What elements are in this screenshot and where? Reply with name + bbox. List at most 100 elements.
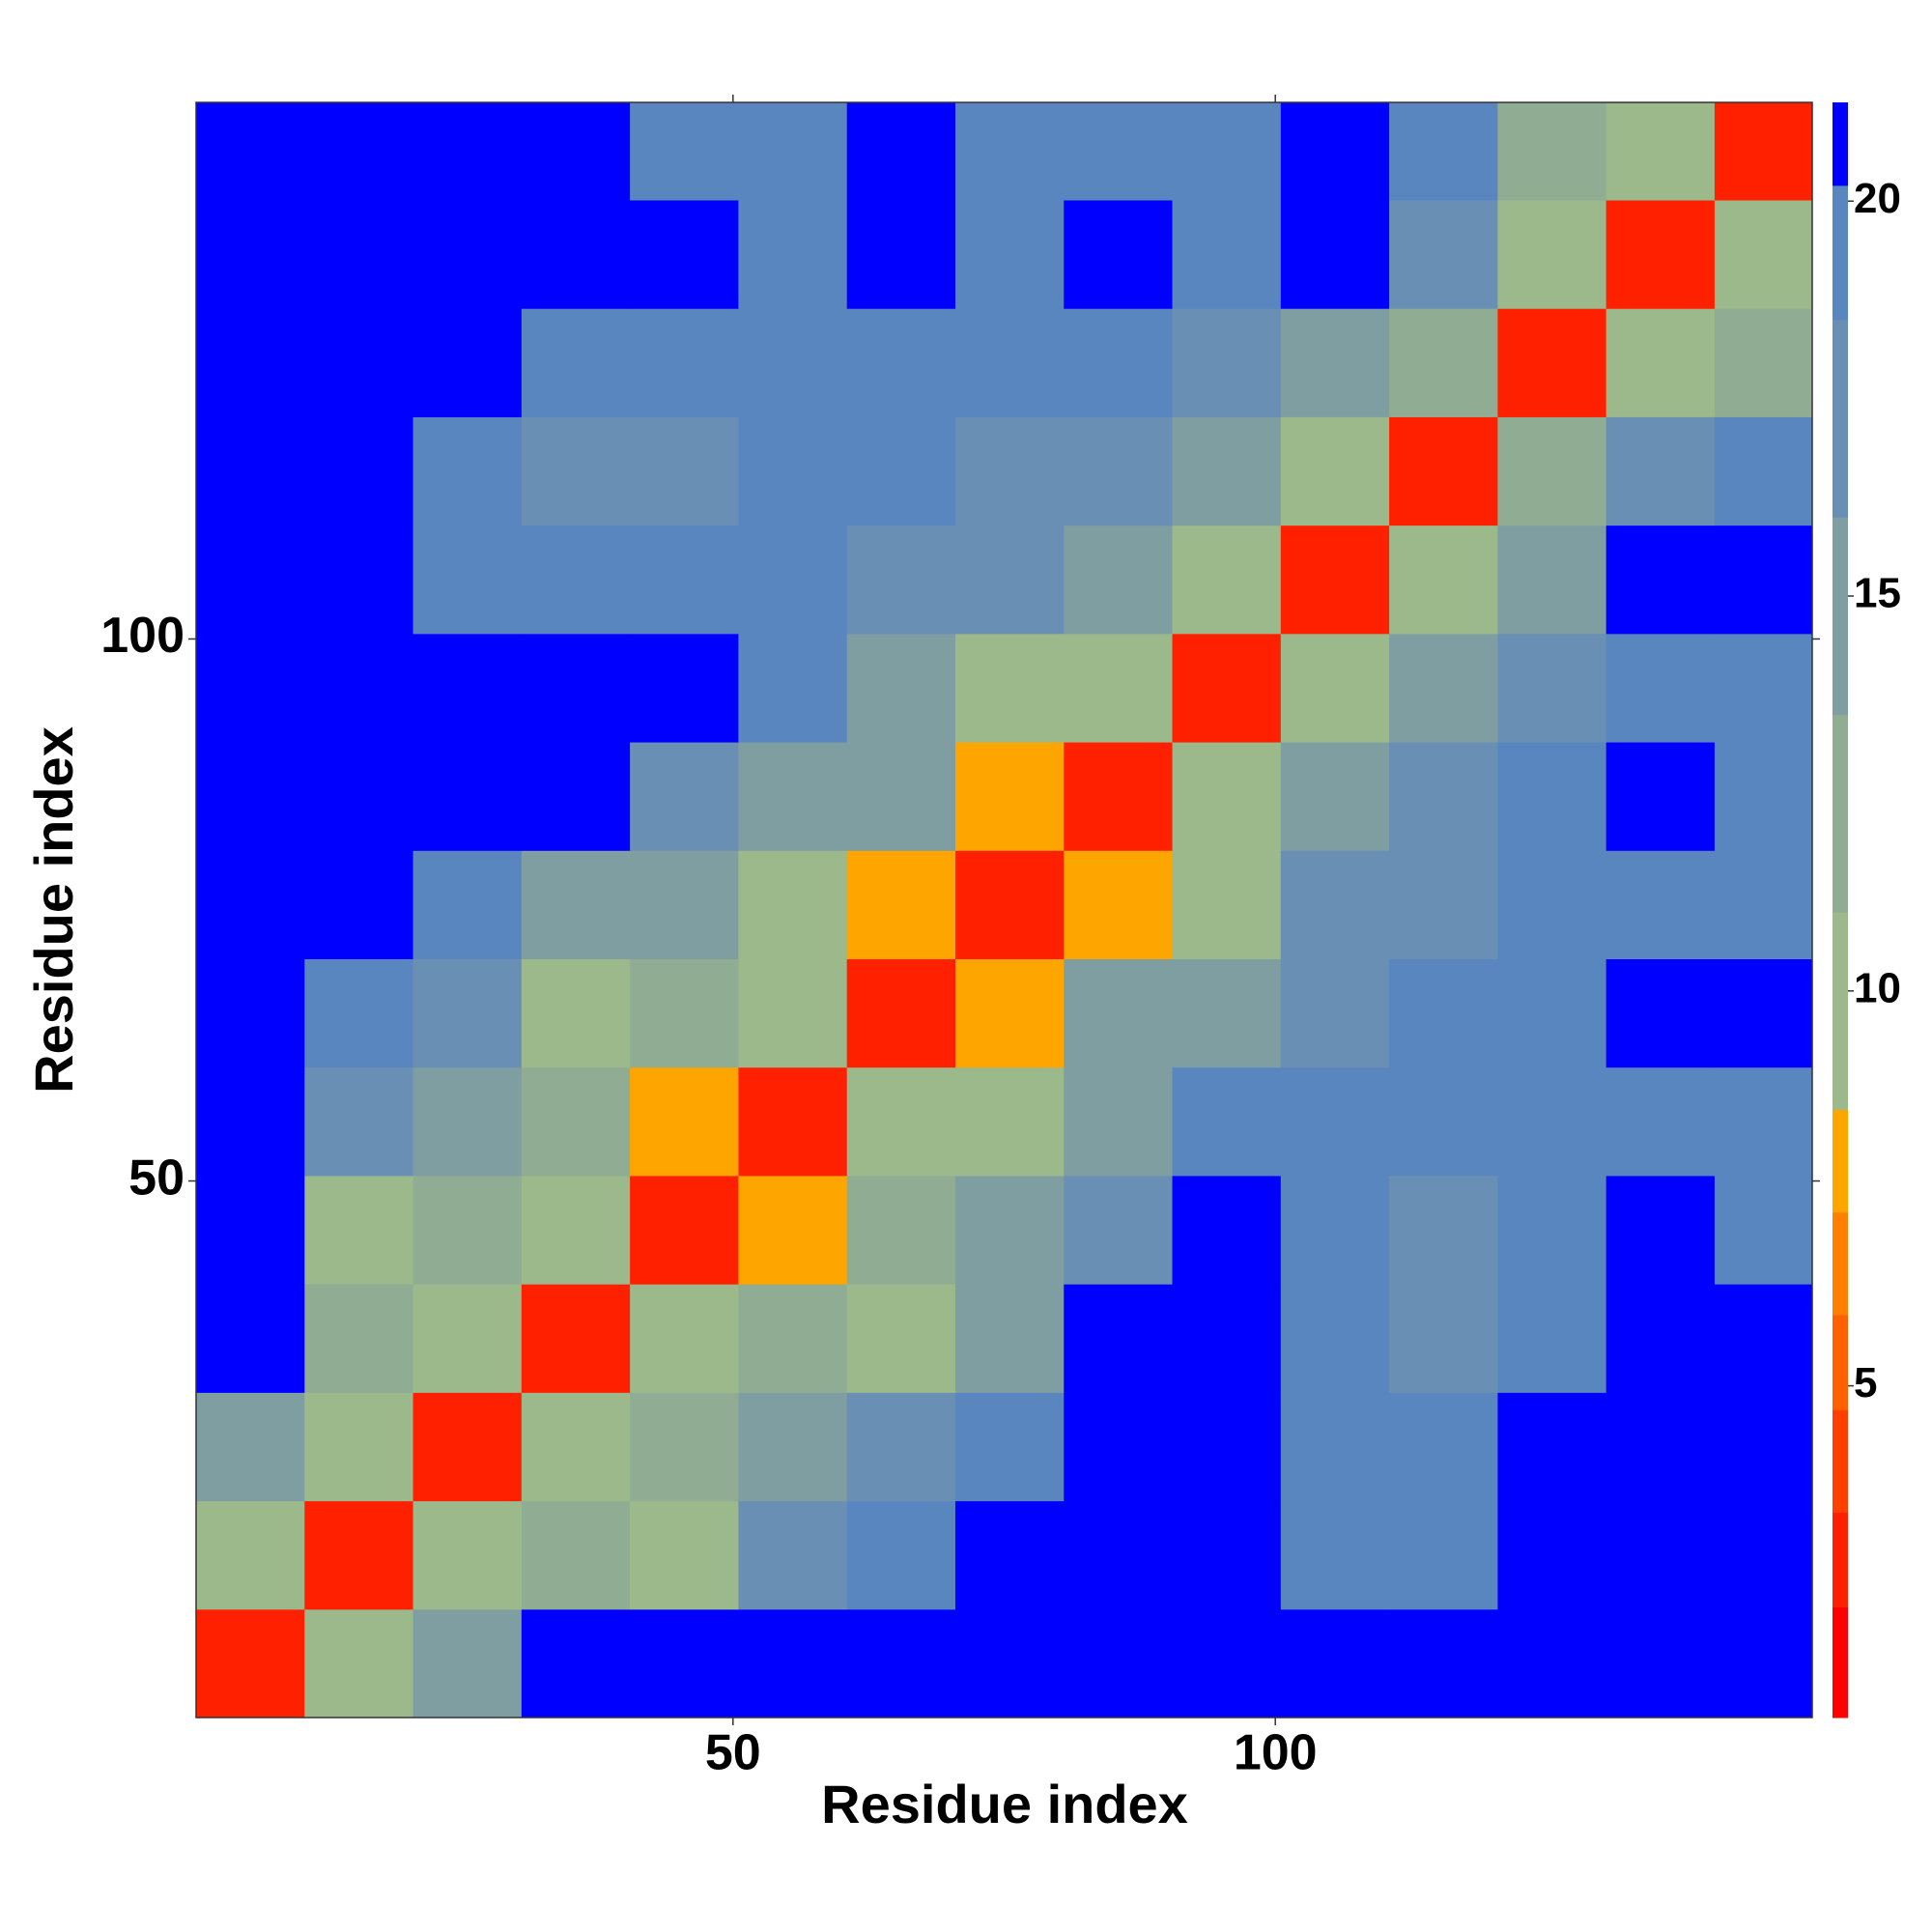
heatmap-cell	[1605, 1392, 1716, 1502]
heatmap-cell	[630, 1066, 739, 1177]
heatmap-cell	[846, 633, 956, 743]
heatmap-cell	[1172, 1284, 1282, 1393]
heatmap-cell	[1497, 1284, 1607, 1393]
heatmap-cell	[1497, 1066, 1607, 1177]
heatmap-cell	[846, 416, 956, 526]
heatmap-cell	[521, 1392, 631, 1502]
heatmap-cell	[1605, 958, 1716, 1068]
heatmap-cell	[1280, 102, 1390, 201]
heatmap-cell	[1172, 633, 1282, 743]
heatmap-cell	[1064, 416, 1174, 526]
heatmap-cell	[1172, 199, 1282, 309]
heatmap-cell	[412, 742, 523, 851]
heatmap-cell	[630, 199, 739, 309]
heatmap-cell	[954, 525, 1065, 635]
heatmap-cell	[846, 1608, 956, 1719]
heatmap-cell	[412, 1500, 523, 1610]
colorbar-band	[1833, 1409, 1848, 1513]
colorbar-band	[1833, 1109, 1848, 1213]
heatmap-cell	[1714, 102, 1813, 201]
heatmap-cell	[1389, 1608, 1498, 1719]
heatmap-cell	[1497, 102, 1607, 201]
heatmap-cell	[1172, 742, 1282, 851]
heatmap-cell	[521, 308, 631, 417]
heatmap-cell	[304, 633, 414, 743]
heatmap-cell	[846, 850, 956, 959]
heatmap-cell	[412, 958, 523, 1068]
heatmap-cell	[521, 850, 631, 959]
heatmap-cell	[521, 416, 631, 526]
x-tick-label: 50	[705, 1725, 761, 1781]
heatmap-cell	[304, 1175, 414, 1285]
colorbar-band	[1833, 1512, 1848, 1608]
colorbar-band	[1833, 102, 1848, 186]
heatmap-cell	[846, 958, 956, 1068]
heatmap-cell	[1605, 1066, 1716, 1177]
heatmap-cell	[412, 850, 523, 959]
heatmap-cell	[304, 308, 414, 417]
heatmap-cell	[1064, 742, 1174, 851]
heatmap-cell	[1172, 102, 1282, 201]
heatmap-cell	[1497, 1175, 1607, 1285]
heatmap	[196, 102, 1813, 1719]
colorbar-tick-label: 15	[1854, 570, 1901, 617]
heatmap-cell	[630, 1175, 739, 1285]
heatmap-cell	[1280, 742, 1390, 851]
heatmap-cell	[521, 633, 631, 743]
heatmap-cell	[738, 850, 848, 959]
heatmap-cell	[1497, 850, 1607, 959]
heatmap-cell	[196, 1392, 305, 1502]
heatmap-cell	[846, 1500, 956, 1610]
heatmap-cell	[1280, 1392, 1390, 1502]
heatmap-cell	[521, 742, 631, 851]
heatmap-cell	[1172, 525, 1282, 635]
heatmap-cell	[630, 958, 739, 1068]
heatmap-cell	[1714, 742, 1813, 851]
heatmap-cell	[1280, 1608, 1390, 1719]
x-tick-label: 100	[1234, 1725, 1318, 1781]
heatmap-cell	[738, 1392, 848, 1502]
heatmap-cell	[1714, 525, 1813, 635]
heatmap-cell	[412, 1066, 523, 1177]
heatmap-cell	[304, 1608, 414, 1719]
colorbar-band	[1833, 912, 1848, 1110]
heatmap-cell	[304, 850, 414, 959]
heatmap-cell	[521, 1608, 631, 1719]
heatmap-cell	[1064, 1175, 1174, 1285]
heatmap-cell	[1280, 308, 1390, 417]
heatmap-cell	[196, 742, 305, 851]
colorbar-band	[1833, 1606, 1848, 1719]
heatmap-cell	[1497, 1608, 1607, 1719]
heatmap-cell	[412, 633, 523, 743]
heatmap-cell	[1497, 1500, 1607, 1610]
plot-frame	[195, 101, 1813, 1719]
colorbar-band	[1833, 714, 1848, 913]
heatmap-cell	[1280, 199, 1390, 309]
heatmap-cell	[1064, 199, 1174, 309]
heatmap-cell	[1172, 416, 1282, 526]
heatmap-cell	[846, 308, 956, 417]
heatmap-cell	[954, 633, 1065, 743]
heatmap-cell	[196, 308, 305, 417]
heatmap-cell	[521, 102, 631, 201]
heatmap-cell	[1172, 958, 1282, 1068]
heatmap-cell	[738, 1608, 848, 1719]
heatmap-cell	[1714, 958, 1813, 1068]
heatmap-cell	[1064, 525, 1174, 635]
heatmap-cell	[738, 1284, 848, 1393]
heatmap-cell	[1714, 1500, 1813, 1610]
colorbar-band	[1833, 1211, 1848, 1316]
heatmap-cell	[954, 416, 1065, 526]
heatmap-cell	[954, 308, 1065, 417]
heatmap-cell	[846, 1066, 956, 1177]
heatmap-cell	[846, 1175, 956, 1285]
heatmap-cell	[1497, 633, 1607, 743]
heatmap-cell	[1497, 742, 1607, 851]
heatmap-cell	[1280, 1175, 1390, 1285]
heatmap-cell	[1605, 742, 1716, 851]
heatmap-cell	[1714, 850, 1813, 959]
heatmap-cell	[412, 1608, 523, 1719]
heatmap-cell	[630, 1284, 739, 1393]
heatmap-cell	[954, 1500, 1065, 1610]
heatmap-cell	[954, 1392, 1065, 1502]
